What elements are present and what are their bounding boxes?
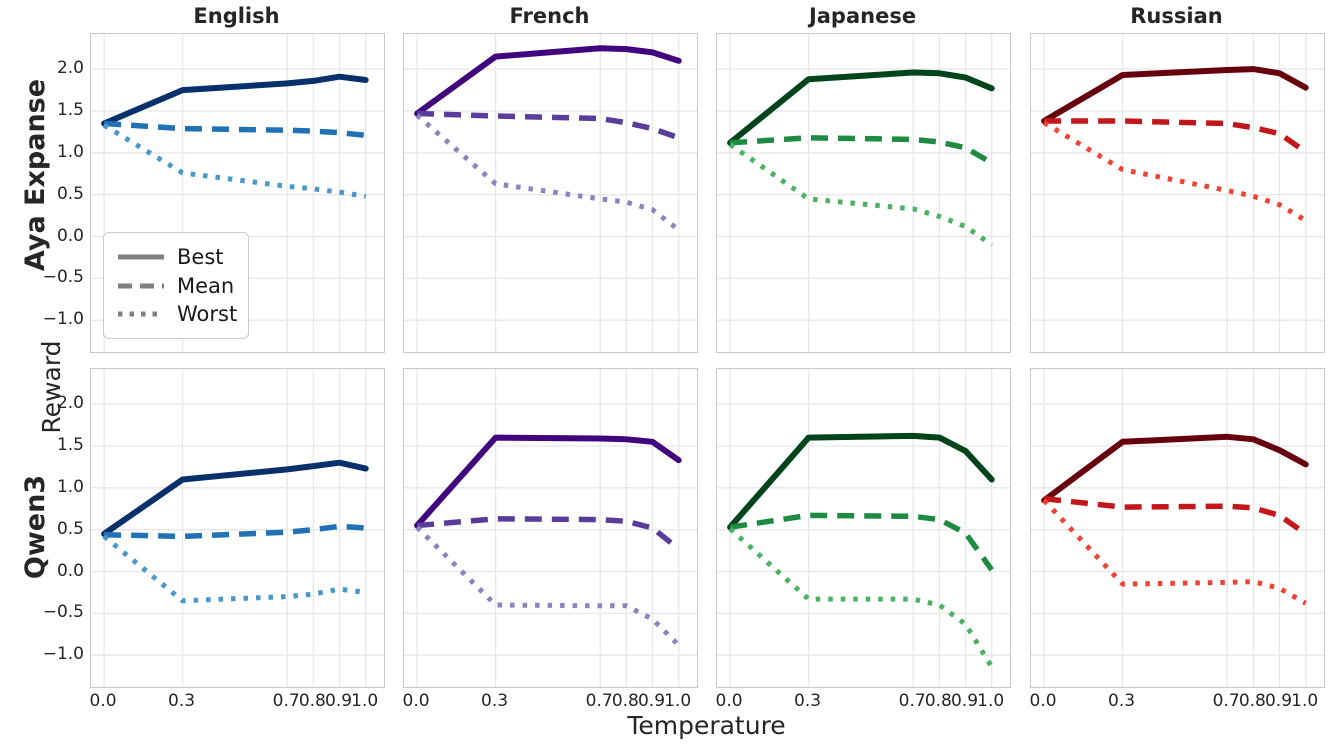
- x-tick-label: 0.3: [1108, 691, 1136, 711]
- line-mean-english: [103, 120, 366, 139]
- line-best-english: [101, 459, 369, 537]
- line-best-french: [414, 434, 682, 529]
- line-best-japanese: [727, 69, 995, 146]
- x-tick-label: 0.8: [1238, 691, 1266, 711]
- line-worst-russian: [1042, 120, 1307, 223]
- x-tick-label: 0.0: [89, 691, 117, 711]
- y-tick-label: −1.0: [42, 309, 84, 330]
- legend-dotted-line-icon: [118, 311, 164, 317]
- line-worst-english: [102, 534, 367, 604]
- x-tick-label: 0.7: [585, 691, 613, 711]
- line-worst-japanese: [728, 526, 994, 669]
- col-title-english: English: [193, 4, 280, 28]
- line-mean-french: [417, 110, 680, 141]
- y-tick-label: 1.0: [56, 476, 84, 497]
- legend: Best Mean Worst: [103, 232, 249, 339]
- y-tick-label: 0.0: [56, 560, 84, 581]
- y-tick-label: 0.5: [56, 518, 84, 539]
- x-tick-label: 0.0: [715, 691, 743, 711]
- legend-label-best: Best: [177, 245, 224, 269]
- x-tick-label: 0.9: [324, 691, 353, 711]
- line-worst-french: [415, 113, 681, 232]
- x-tick-label: 0.0: [1029, 691, 1057, 711]
- x-tick-label: 0.3: [168, 691, 196, 711]
- x-tick-label: 1.0: [977, 691, 1005, 711]
- line-best-french: [414, 45, 682, 117]
- line-worst-russian: [1042, 498, 1307, 606]
- subplot-qwen3-french: [403, 368, 698, 688]
- line-best-russian: [1041, 66, 1309, 124]
- line-worst-english: [102, 123, 367, 199]
- line-best-english: [101, 73, 369, 127]
- x-tick-label: 0.8: [924, 691, 952, 711]
- legend-label-mean: Mean: [177, 273, 235, 298]
- subplot-aya-expanse-french: [403, 33, 698, 353]
- x-tick-label: 0.7: [898, 691, 926, 711]
- col-title-french: French: [509, 4, 590, 28]
- col-title-russian: Russian: [1130, 4, 1223, 28]
- x-tick-label: 1.0: [664, 691, 692, 711]
- x-tick-label: 0.3: [794, 691, 822, 711]
- legend-dashed-line-icon: [118, 283, 164, 288]
- subplot-qwen3-english: [90, 368, 385, 688]
- x-axis-label: Temperature: [627, 711, 786, 740]
- y-tick-label: −0.5: [42, 267, 84, 288]
- x-tick-label: 1.0: [351, 691, 379, 711]
- legend-label-worst: Worst: [177, 302, 238, 326]
- subplot-aya-expanse-russian: [1030, 33, 1325, 353]
- line-worst-french: [415, 525, 681, 647]
- x-tick-label: 0.9: [637, 691, 666, 711]
- line-worst-japanese: [728, 142, 994, 247]
- line-mean-french: [416, 516, 681, 552]
- y-tick-label: 2.0: [56, 58, 84, 79]
- x-tick-label: 0.7: [272, 691, 300, 711]
- legend-solid-line-icon: [118, 254, 164, 260]
- row-label-aya-expanse: Aya Expanse: [20, 78, 51, 272]
- line-mean-russian: [1043, 495, 1308, 537]
- subplot-qwen3-japanese: [716, 368, 1011, 688]
- x-tick-label: 0.8: [611, 691, 639, 711]
- y-tick-label: −0.5: [42, 602, 84, 623]
- x-tick-label: 0.0: [402, 691, 430, 711]
- x-tick-label: 0.3: [481, 691, 509, 711]
- y-tick-label: 0.5: [56, 183, 84, 204]
- legend-entry-best: Best: [116, 243, 236, 271]
- y-tick-label: −1.0: [42, 644, 84, 665]
- x-tick-label: 1.0: [1291, 691, 1319, 711]
- y-tick-label: 1.0: [56, 141, 84, 162]
- line-mean-japanese: [729, 135, 994, 166]
- x-tick-label: 0.9: [950, 691, 979, 711]
- legend-entry-mean: Mean: [116, 272, 236, 300]
- y-tick-label: 1.5: [56, 434, 84, 455]
- line-best-japanese: [727, 432, 995, 531]
- x-tick-label: 0.7: [1212, 691, 1240, 711]
- x-tick-label: 0.9: [1264, 691, 1293, 711]
- line-mean-japanese: [729, 512, 994, 572]
- subplot-qwen3-russian: [1030, 368, 1325, 688]
- col-title-japanese: Japanese: [808, 4, 917, 28]
- line-mean-russian: [1044, 118, 1308, 155]
- x-tick-label: 0.8: [298, 691, 326, 711]
- legend-entry-worst: Worst: [116, 300, 238, 328]
- y-tick-label: 1.5: [56, 99, 84, 120]
- line-best-russian: [1041, 433, 1309, 504]
- subplot-aya-expanse-japanese: [716, 33, 1011, 353]
- y-tick-label: 0.0: [56, 225, 84, 246]
- y-tick-label: 2.0: [56, 393, 84, 414]
- line-mean-english: [104, 523, 366, 540]
